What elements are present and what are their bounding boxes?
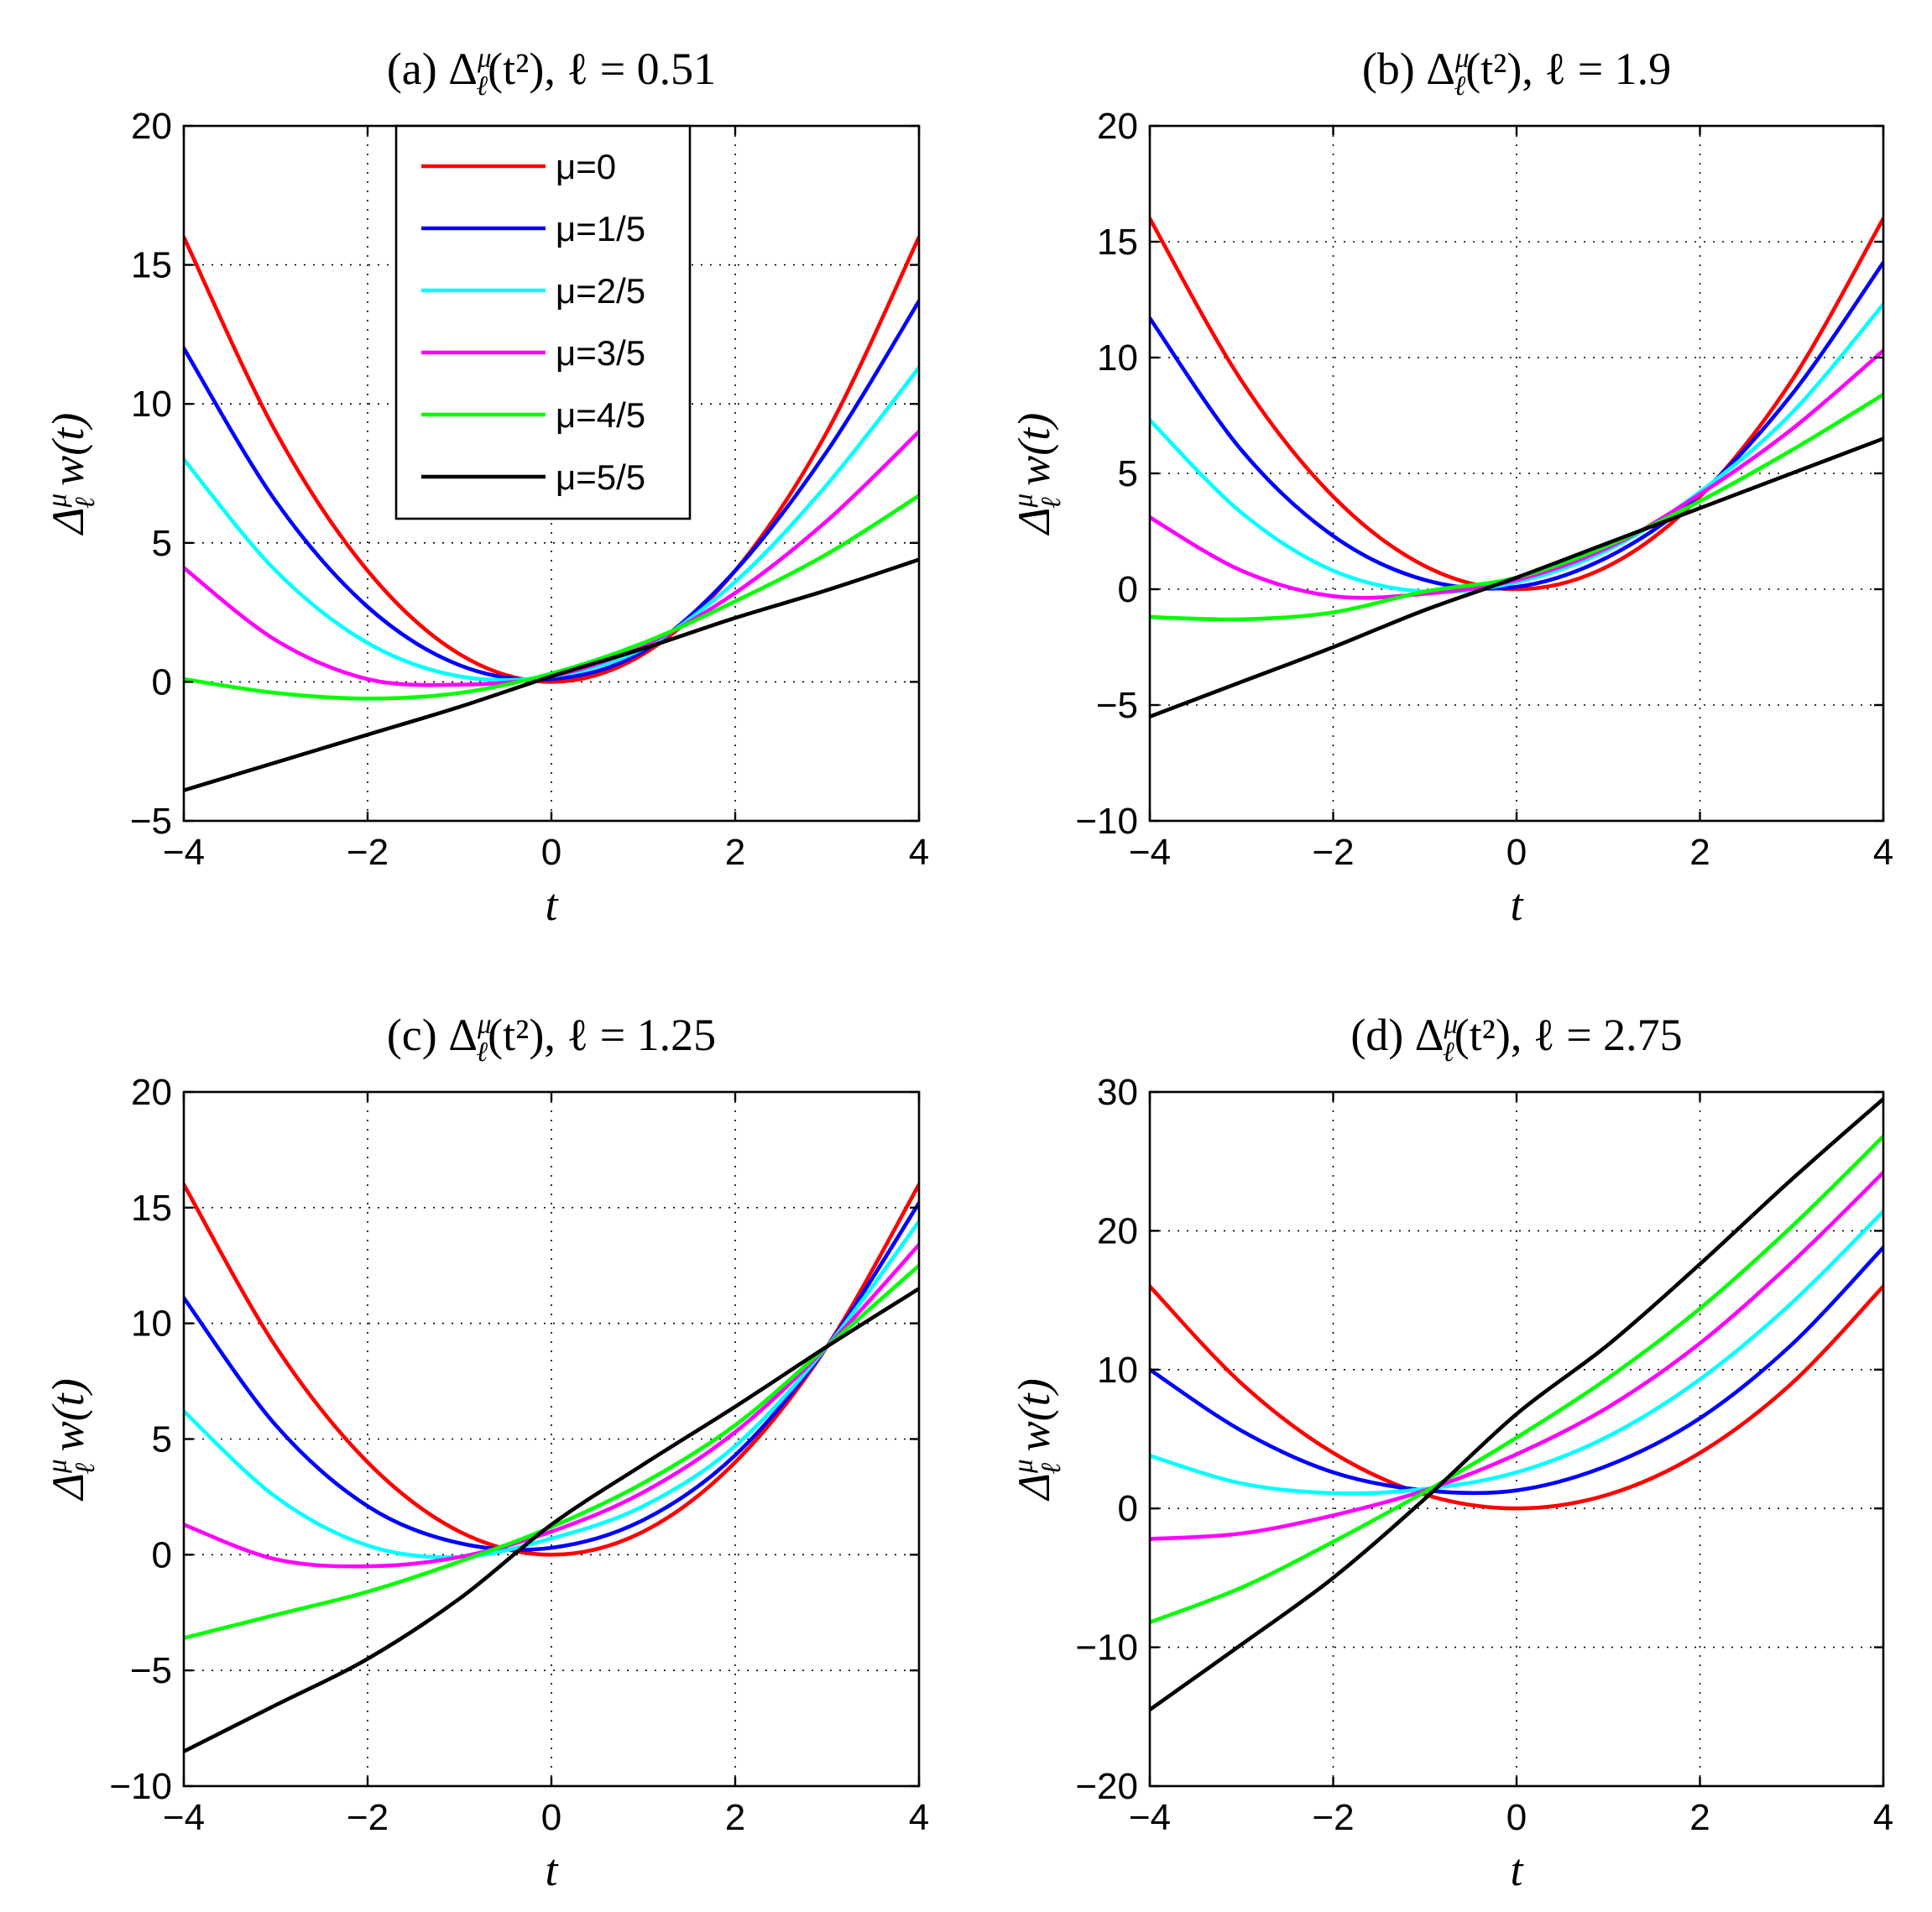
y-tick-label: 20	[1097, 106, 1138, 147]
y-tick-label: 10	[1097, 1350, 1138, 1391]
x-tick-label: 2	[1689, 1797, 1710, 1838]
x-tick-label: −4	[163, 1797, 205, 1838]
series-line-μ=0	[1150, 1284, 1883, 1511]
chart-panel-b: −4 −2 0 2 4 −10 −5 0 5 10 15 20 (b) Δμ ℓ(t²), ℓ = 1.9…	[1008, 43, 1893, 930]
legend-label: μ=3/5	[556, 333, 645, 373]
series-line-μ=4/5	[184, 1263, 919, 1640]
series-line-μ=4/5	[184, 494, 919, 701]
x-tick-label: −2	[1312, 1797, 1354, 1838]
chart-title: (b) Δμ ℓ(t²), ℓ = 1.9	[1362, 43, 1671, 101]
y-tick-label: 20	[1097, 1210, 1138, 1251]
legend-box	[394, 124, 692, 520]
x-tick-label: 2	[725, 832, 745, 873]
y-tick-label: 10	[1097, 337, 1138, 379]
x-tick-label: −4	[1129, 832, 1171, 873]
legend: μ=0 μ=1/5 μ=2/5 μ=3/5 μ=4/5 μ=5/5	[394, 124, 692, 520]
y-tick-label: 10	[131, 1303, 172, 1345]
x-tick-label: 2	[725, 1797, 745, 1838]
chart-title: (d) Δμ ℓ(t²), ℓ = 2.75	[1350, 1009, 1682, 1067]
x-tick-label: −2	[347, 832, 389, 873]
y-tick-label: 30	[1097, 1072, 1138, 1113]
x-tick-label: 0	[1506, 1797, 1527, 1838]
x-tick-label: 4	[1873, 1797, 1893, 1838]
series-line-μ=0	[184, 235, 919, 684]
y-tick-label: −5	[130, 1650, 172, 1691]
series-line-μ=5/5	[184, 1287, 919, 1753]
series-line-μ=5/5	[1150, 1097, 1883, 1712]
x-tick-label: −2	[1312, 832, 1354, 873]
series-group	[184, 235, 919, 792]
series-line-μ=1/5	[1150, 1245, 1883, 1496]
chart-panel-c: −4 −2 0 2 4 −10 −5 0 5 10 15 20 (c) Δμ ℓ(t²), ℓ = 1.2…	[42, 1009, 929, 1895]
y-tick-label: −20	[1075, 1766, 1138, 1807]
y-axis-label: Δμℓ w(t)	[1008, 413, 1066, 535]
series-line-μ=1/5	[1150, 260, 1883, 591]
y-axis-label: Δμℓ w(t)	[42, 413, 100, 535]
chart-title: (c) Δμ ℓ(t²), ℓ = 1.25	[387, 1009, 716, 1067]
series-group	[1150, 217, 1883, 719]
legend-label: μ=0	[556, 147, 616, 186]
x-axis-label: t	[545, 880, 559, 930]
series-group	[1150, 1097, 1883, 1712]
y-tick-label: 20	[131, 106, 172, 147]
series-line-μ=2/5	[1150, 1209, 1883, 1496]
series-line-μ=5/5	[1150, 436, 1883, 719]
series-line-μ=3/5	[1150, 1170, 1883, 1541]
series-line-μ=0	[1150, 217, 1883, 592]
y-tick-label: 15	[131, 245, 172, 286]
y-tick-label: 5	[152, 1419, 172, 1460]
y-tick-label: 5	[152, 523, 172, 564]
y-axis-label: Δμℓ w(t)	[1008, 1378, 1066, 1501]
x-tick-label: 4	[909, 832, 929, 873]
y-tick-label: 0	[1118, 569, 1138, 610]
y-tick-label: 5	[1118, 453, 1138, 494]
y-tick-label: −5	[130, 801, 172, 842]
y-tick-label: 0	[152, 661, 172, 703]
x-tick-label: 4	[909, 1797, 929, 1838]
x-tick-label: −4	[1129, 1797, 1171, 1838]
x-tick-label: 2	[1689, 832, 1710, 873]
series-line-μ=1/5	[184, 299, 919, 682]
y-tick-label: −10	[1075, 801, 1138, 842]
x-tick-label: −2	[347, 1797, 389, 1838]
chart-panel-a: −4 −2 0 2 4 −5 0 5 10 15 20 (a) Δμ ℓ(t²), ℓ = 0.51 t Δ…	[42, 43, 929, 930]
x-axis-label: t	[545, 1845, 559, 1895]
x-tick-label: 0	[1506, 832, 1527, 873]
chart-title: (a) Δμ ℓ(t²), ℓ = 0.51	[387, 43, 716, 101]
y-tick-label: 15	[131, 1188, 172, 1229]
x-tick-label: 0	[541, 1797, 561, 1838]
legend-label: μ=1/5	[556, 209, 645, 248]
y-tick-label: 0	[1118, 1488, 1138, 1529]
x-tick-label: 4	[1873, 832, 1893, 873]
legend-label: μ=4/5	[556, 395, 645, 435]
y-tick-label: −10	[109, 1766, 172, 1807]
axes-box	[182, 1090, 921, 1788]
y-tick-label: 10	[131, 384, 172, 425]
series-line-μ=2/5	[1150, 302, 1883, 594]
series-group	[184, 1183, 919, 1753]
y-tick-label: −10	[1075, 1627, 1138, 1669]
y-tick-label: 15	[1097, 222, 1138, 263]
y-tick-label: 0	[152, 1534, 172, 1575]
y-tick-label: 20	[131, 1072, 172, 1113]
legend-label: μ=5/5	[556, 457, 645, 497]
legend-label: μ=2/5	[556, 271, 645, 311]
y-axis-label: Δμℓ w(t)	[42, 1378, 100, 1501]
x-axis-label: t	[1510, 1845, 1524, 1895]
series-line-μ=5/5	[184, 557, 919, 792]
series-line-μ=3/5	[1150, 348, 1883, 600]
series-line-μ=4/5	[1150, 1134, 1883, 1625]
x-tick-label: −4	[163, 832, 205, 873]
x-axis-label: t	[1510, 880, 1524, 930]
series-line-μ=2/5	[184, 1220, 919, 1559]
x-tick-label: 0	[541, 832, 561, 873]
y-tick-label: −5	[1096, 685, 1138, 726]
